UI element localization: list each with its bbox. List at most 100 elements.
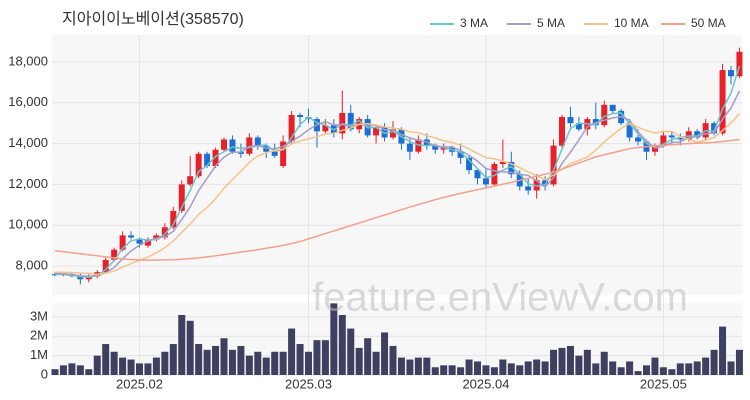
- volume-bar: [499, 359, 507, 375]
- volume-bar: [338, 315, 346, 375]
- candle-body: [144, 239, 151, 246]
- candle-body: [508, 161, 515, 175]
- y-tick-label: 3M: [30, 308, 48, 323]
- volume-bar: [152, 357, 160, 375]
- price-panel: [52, 35, 742, 295]
- watermark: feature.enViewV.com: [312, 276, 688, 320]
- y-tick-label: 1M: [30, 347, 48, 362]
- candle-body: [170, 210, 177, 228]
- volume-bar: [220, 338, 228, 375]
- volume-bar: [51, 369, 59, 375]
- candle-body: [322, 125, 329, 132]
- volume-bar: [364, 338, 372, 375]
- volume-bar: [59, 365, 67, 375]
- volume-bar: [161, 351, 169, 375]
- volume-bar: [516, 365, 524, 375]
- candle-body: [119, 235, 126, 250]
- candle-body: [221, 139, 227, 150]
- volume-bar: [566, 345, 574, 375]
- candle-body: [280, 141, 287, 167]
- volume-bar: [659, 367, 667, 375]
- y-tick-label: 12,000: [8, 176, 48, 191]
- volume-bar: [136, 363, 143, 375]
- volume-bar: [414, 357, 422, 375]
- volume-bar: [558, 347, 566, 375]
- volume-bar: [110, 351, 118, 375]
- volume-bar: [237, 345, 245, 375]
- volume-bar: [507, 363, 515, 375]
- candle-body: [728, 70, 734, 77]
- volume-bar: [702, 357, 710, 375]
- volume-bar: [735, 349, 743, 375]
- volume-bar: [296, 344, 304, 375]
- volume-bar: [609, 361, 617, 375]
- volume-bar: [676, 363, 684, 375]
- candle-body: [297, 115, 304, 118]
- volume-bar: [693, 361, 701, 375]
- candle-body: [195, 153, 202, 177]
- volume-bar: [76, 365, 84, 375]
- y-tick-label: 16,000: [8, 94, 48, 109]
- candle-body: [542, 180, 549, 185]
- legend-label: 3 MA: [460, 16, 488, 30]
- candle-body: [711, 123, 718, 134]
- volume-bar: [600, 351, 608, 375]
- volume-bar: [228, 349, 236, 375]
- candle-body: [525, 186, 532, 191]
- candle-body: [432, 145, 439, 150]
- volume-bar: [643, 365, 650, 375]
- y-tick-label: 18,000: [8, 53, 48, 68]
- volume-bar: [550, 349, 558, 375]
- candle-body: [601, 104, 608, 126]
- candle-body: [609, 104, 616, 111]
- volume-bar: [448, 365, 456, 375]
- candle-body: [457, 151, 464, 158]
- candle-body: [288, 115, 295, 142]
- candle-body: [347, 112, 354, 130]
- volume-bar: [541, 361, 549, 375]
- candle-body: [677, 137, 684, 140]
- candle-body: [499, 161, 506, 164]
- volume-bar: [262, 357, 270, 375]
- volume-bar: [685, 363, 693, 375]
- volume-bar: [347, 328, 355, 375]
- candle-body: [668, 135, 675, 138]
- volume-bar: [330, 303, 338, 375]
- candle-body: [229, 139, 236, 152]
- volume-bar: [490, 367, 498, 375]
- x-tick-label: 2025.03: [285, 376, 332, 391]
- volume-bar: [719, 326, 727, 375]
- volume-bar: [626, 361, 634, 375]
- volume-bar: [482, 365, 490, 375]
- candle-body: [567, 117, 574, 124]
- x-tick-label: 2025.05: [640, 376, 687, 391]
- volume-bar: [440, 365, 448, 375]
- volume-bar: [288, 328, 296, 375]
- volume-bar: [457, 367, 465, 375]
- x-tick-label: 2025.02: [116, 376, 163, 391]
- candle-body: [373, 127, 380, 136]
- x-tick-label: 2025.04: [462, 376, 509, 391]
- y-tick-label: 10,000: [8, 217, 48, 232]
- volume-bar: [372, 351, 380, 375]
- candle-body: [136, 239, 143, 244]
- legend-label: 5 MA: [537, 16, 565, 30]
- volume-bar: [127, 359, 135, 375]
- ma-line: [54, 90, 741, 277]
- volume-bar: [169, 344, 177, 375]
- volume-bar: [617, 367, 625, 375]
- volume-bar: [144, 363, 152, 375]
- candle-body: [635, 137, 642, 142]
- candle-body: [466, 157, 473, 171]
- volume-bar: [583, 349, 591, 375]
- candle-body: [406, 143, 413, 152]
- volume-bar: [668, 369, 676, 375]
- candle-body: [178, 184, 185, 211]
- volume-bar: [575, 355, 583, 375]
- volume-bar: [203, 349, 211, 375]
- candle-body: [440, 147, 447, 150]
- volume-bar: [524, 361, 532, 375]
- volume-bar: [119, 357, 127, 375]
- candle-body: [694, 131, 701, 138]
